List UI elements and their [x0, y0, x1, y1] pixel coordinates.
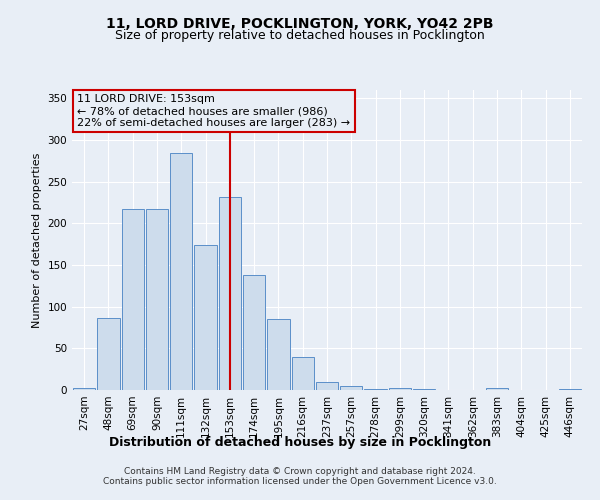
Bar	[340, 386, 362, 390]
Bar	[292, 356, 314, 390]
Bar	[97, 318, 119, 390]
Bar	[243, 275, 265, 390]
Bar	[73, 388, 95, 390]
Text: Contains public sector information licensed under the Open Government Licence v3: Contains public sector information licen…	[103, 477, 497, 486]
Bar	[267, 319, 290, 390]
Text: Size of property relative to detached houses in Pocklington: Size of property relative to detached ho…	[115, 29, 485, 42]
Text: 11 LORD DRIVE: 153sqm
← 78% of detached houses are smaller (986)
22% of semi-det: 11 LORD DRIVE: 153sqm ← 78% of detached …	[77, 94, 350, 128]
Y-axis label: Number of detached properties: Number of detached properties	[32, 152, 42, 328]
Bar	[364, 389, 387, 390]
Bar	[389, 388, 411, 390]
Bar	[170, 154, 193, 390]
Bar	[218, 196, 241, 390]
Text: 11, LORD DRIVE, POCKLINGTON, YORK, YO42 2PB: 11, LORD DRIVE, POCKLINGTON, YORK, YO42 …	[106, 18, 494, 32]
Bar	[122, 209, 144, 390]
Bar	[559, 389, 581, 390]
Bar	[316, 382, 338, 390]
Bar	[486, 388, 508, 390]
Text: Distribution of detached houses by size in Pocklington: Distribution of detached houses by size …	[109, 436, 491, 449]
Bar	[194, 245, 217, 390]
Bar	[413, 389, 436, 390]
Bar	[146, 209, 168, 390]
Text: Contains HM Land Registry data © Crown copyright and database right 2024.: Contains HM Land Registry data © Crown c…	[124, 467, 476, 476]
